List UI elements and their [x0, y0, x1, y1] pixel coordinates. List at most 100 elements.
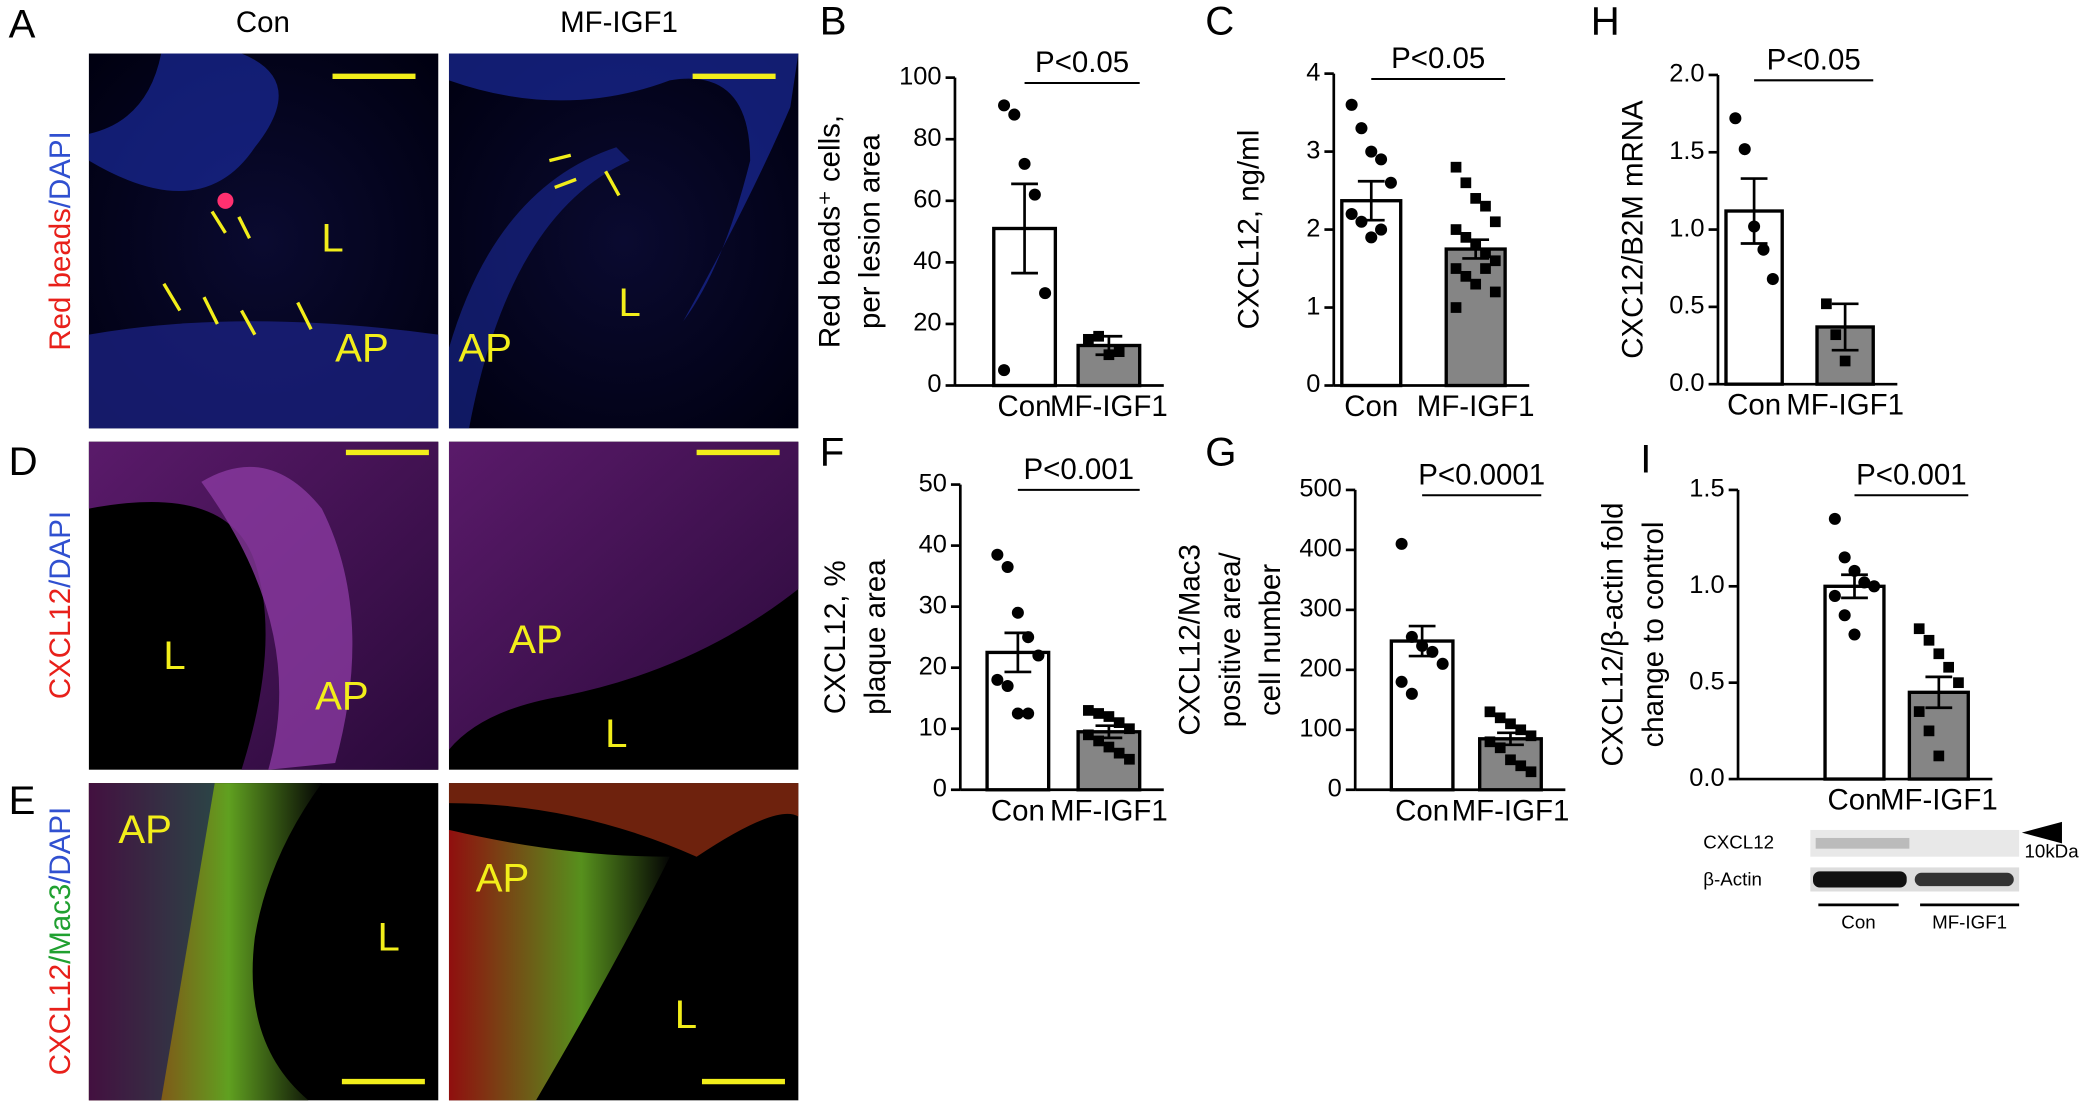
micrographs — [88, 53, 799, 1101]
data-point — [1113, 747, 1125, 759]
x-tick-label: MF-IGF1 — [1050, 794, 1168, 827]
data-point — [1375, 153, 1388, 166]
bar — [1724, 209, 1784, 386]
data-point — [1405, 630, 1418, 643]
y-tick-label: 4 — [1306, 58, 1320, 86]
data-point — [1395, 675, 1408, 688]
data-point — [1470, 239, 1482, 251]
y-tick-label: 20 — [913, 309, 941, 337]
data-point — [1515, 760, 1527, 772]
data-point — [1083, 705, 1094, 716]
image-label: AP — [118, 807, 172, 852]
data-point — [1001, 679, 1014, 693]
y-tick-label: 100 — [1299, 715, 1341, 743]
data-point — [1858, 576, 1871, 589]
bar-chart: I 0.0 0.5 1.0 1.5 CXCL12/β-actin fold change t… — [1597, 436, 1998, 816]
image-label: AP — [315, 673, 369, 718]
data-point — [1913, 706, 1925, 717]
y-axis-label: plaque area — [859, 559, 892, 715]
data-point — [998, 99, 1011, 112]
y-axis-label: positive area/ — [1214, 551, 1247, 727]
data-point — [1943, 661, 1954, 673]
data-point — [1355, 122, 1368, 135]
y-tick-label: 0.5 — [1689, 667, 1724, 695]
row-label-part: /DAPI — [44, 511, 77, 588]
data-point — [1345, 98, 1358, 111]
data-point — [1032, 649, 1045, 662]
x-tick-label: MF-IGF1 — [1417, 390, 1535, 423]
panel-label: F — [820, 430, 845, 475]
y-axis-label: per lesion area — [854, 134, 887, 329]
row-label-part: /DAPI — [44, 131, 77, 208]
p-value: P<0.001 — [1024, 453, 1134, 486]
data-point — [1757, 243, 1770, 256]
data-point — [1489, 216, 1501, 228]
y-tick-label: 200 — [1299, 655, 1341, 683]
panel-label: I — [1640, 436, 1651, 481]
image-label: L — [605, 711, 627, 756]
data-point — [1848, 628, 1861, 641]
data-point — [1923, 634, 1935, 646]
data-point — [1365, 231, 1378, 244]
panel-label: A — [9, 1, 36, 46]
column-header: MF-IGF1 — [560, 6, 678, 39]
data-point — [1345, 207, 1358, 220]
data-point — [1093, 708, 1104, 719]
y-tick-label: 1.5 — [1689, 475, 1724, 503]
column-header: Con — [236, 6, 290, 39]
data-point — [1093, 735, 1104, 747]
data-point — [1505, 754, 1516, 766]
data-point — [1515, 724, 1527, 736]
y-tick-label: 50 — [919, 469, 947, 497]
data-point — [1480, 263, 1491, 274]
bar-chart: G 0 100 200 300 400 500 CXCL12/Mac3 positive are… — [1174, 430, 1570, 828]
data-point — [1830, 329, 1842, 341]
data-point — [1484, 706, 1496, 718]
y-tick-label: 400 — [1299, 535, 1341, 563]
data-point — [1416, 639, 1429, 652]
data-point — [1093, 330, 1104, 342]
y-tick-label: 1.5 — [1669, 137, 1704, 165]
data-point — [1028, 188, 1041, 201]
western-blot — [1810, 821, 2062, 907]
data-point — [1460, 270, 1472, 282]
data-point — [1838, 609, 1851, 622]
x-tick-label: Con — [1344, 390, 1398, 423]
y-tick-label: 1 — [1306, 292, 1320, 320]
row-label: Red beads/DAPI — [44, 131, 77, 350]
image-label: L — [378, 914, 400, 959]
data-point — [1011, 707, 1024, 720]
static-text: A D E Con MF-IGF1 Red beads/DAPI CXCL12/… — [9, 1, 2080, 1075]
y-tick-label: 0.5 — [1669, 292, 1704, 320]
data-point — [1001, 560, 1014, 573]
x-tick-label: MF-IGF1 — [1880, 784, 1998, 817]
error-bar — [1011, 182, 1038, 275]
y-tick-label: 1.0 — [1689, 571, 1724, 599]
blot-row-label: CXCL12 — [1703, 831, 1774, 852]
data-point — [1933, 648, 1945, 660]
row-label-part: Red beads — [44, 208, 77, 350]
y-tick-label: 0 — [1306, 370, 1320, 398]
data-point — [1375, 223, 1388, 236]
y-tick-label: 0 — [927, 370, 941, 398]
blot-group: Con — [1841, 912, 1875, 933]
p-value: P<0.05 — [1767, 43, 1861, 76]
data-point — [1868, 580, 1881, 593]
y-axis-label: Red beads⁺ cells, — [814, 115, 847, 348]
bar — [1823, 584, 1886, 781]
data-point — [1083, 333, 1094, 345]
data-point — [998, 364, 1011, 377]
y-tick-label: 20 — [919, 652, 947, 680]
y-tick-label: 40 — [919, 530, 947, 558]
bar-chart: B 0 20 40 60 80 100 Red beads⁺ cells, per lesion… — [814, 0, 1168, 423]
y-tick-label: 0 — [1328, 774, 1342, 802]
error-bar — [1925, 675, 1953, 710]
blot-marker: 10kDa — [2024, 841, 2079, 862]
p-value: P<0.001 — [1856, 458, 1967, 491]
data-point — [1838, 551, 1851, 564]
data-point — [1525, 730, 1537, 742]
y-axis-label: CXCL12, % — [819, 560, 852, 714]
image-label: AP — [476, 855, 530, 900]
y-tick-label: 1.0 — [1669, 214, 1704, 242]
